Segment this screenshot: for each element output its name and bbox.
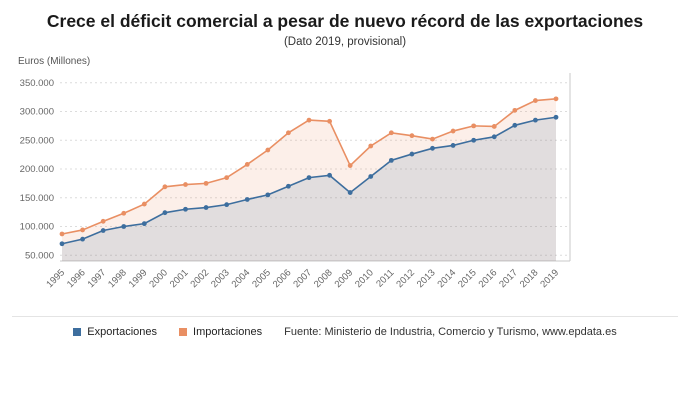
legend-separator bbox=[12, 315, 678, 317]
svg-text:2005: 2005 bbox=[250, 267, 273, 290]
chart-subtitle: (Dato 2019, provisional) bbox=[283, 35, 407, 48]
svg-text:300.000: 300.000 bbox=[20, 106, 54, 117]
svg-text:2017: 2017 bbox=[497, 267, 520, 290]
svg-text:2008: 2008 bbox=[312, 267, 335, 290]
svg-text:2009: 2009 bbox=[333, 267, 356, 290]
svg-text:2002: 2002 bbox=[188, 267, 211, 290]
svg-text:1999: 1999 bbox=[127, 267, 150, 290]
chart-page: Crece el déficit comercial a pesar de nu… bbox=[0, 10, 690, 406]
svg-text:2015: 2015 bbox=[456, 267, 479, 290]
svg-text:350.000: 350.000 bbox=[20, 78, 54, 89]
line-chart-svg: 50.000 100.000 150.000 200.000 250.000 300.00… bbox=[20, 72, 571, 290]
svg-text:250.000: 250.000 bbox=[20, 135, 54, 146]
svg-text:2016: 2016 bbox=[477, 267, 500, 290]
legend-item-importaciones[interactable]: Importaciones bbox=[179, 326, 262, 338]
svg-text:1996: 1996 bbox=[65, 267, 88, 290]
series-exportaciones bbox=[59, 114, 559, 246]
legend-label-importaciones: Importaciones bbox=[193, 325, 263, 338]
svg-text:1995: 1995 bbox=[44, 267, 67, 290]
chart-area: 50.000 100.000 150.000 200.000 250.000 300.00… bbox=[0, 67, 690, 314]
svg-text:50.000: 50.000 bbox=[25, 250, 54, 261]
svg-text:2019: 2019 bbox=[538, 267, 561, 290]
y-gridlines: 50.000 100.000 150.000 200.000 250.000 300.00… bbox=[20, 78, 570, 261]
area-exportaciones bbox=[62, 117, 556, 261]
x-axis-labels: 1995199619971998199920002001200220032004… bbox=[44, 267, 561, 290]
svg-text:2011: 2011 bbox=[374, 267, 396, 289]
svg-text:1997: 1997 bbox=[86, 267, 109, 290]
svg-text:2010: 2010 bbox=[353, 267, 376, 290]
source-text: Fuente: Ministerio de Industria, Comerci… bbox=[284, 325, 617, 338]
importaciones-swatch-icon bbox=[179, 327, 188, 336]
legend-label-exportaciones: Exportaciones bbox=[87, 325, 158, 338]
svg-text:2018: 2018 bbox=[518, 267, 541, 290]
svg-text:2014: 2014 bbox=[435, 267, 458, 290]
svg-text:1998: 1998 bbox=[106, 267, 129, 290]
svg-text:2000: 2000 bbox=[147, 267, 170, 290]
legend-row: Exportaciones Importaciones Fuente: Mini… bbox=[0, 326, 690, 338]
svg-text:2007: 2007 bbox=[291, 267, 314, 290]
svg-text:200.000: 200.000 bbox=[20, 164, 54, 175]
series-importaciones bbox=[59, 96, 559, 237]
chart-title: Crece el déficit comercial a pesar de nu… bbox=[46, 11, 644, 31]
exportaciones-swatch-icon bbox=[73, 327, 82, 336]
y-axis-unit-label: Euros (Millones) bbox=[18, 55, 91, 67]
svg-text:150.000: 150.000 bbox=[20, 193, 54, 204]
svg-text:2003: 2003 bbox=[209, 267, 232, 290]
svg-text:100.000: 100.000 bbox=[20, 221, 54, 232]
legend-item-exportaciones[interactable]: Exportaciones bbox=[73, 326, 157, 338]
svg-text:2012: 2012 bbox=[394, 267, 417, 290]
svg-text:2013: 2013 bbox=[415, 267, 438, 290]
svg-text:2001: 2001 bbox=[168, 267, 191, 290]
svg-text:2006: 2006 bbox=[271, 267, 294, 290]
svg-text:2004: 2004 bbox=[230, 267, 253, 290]
